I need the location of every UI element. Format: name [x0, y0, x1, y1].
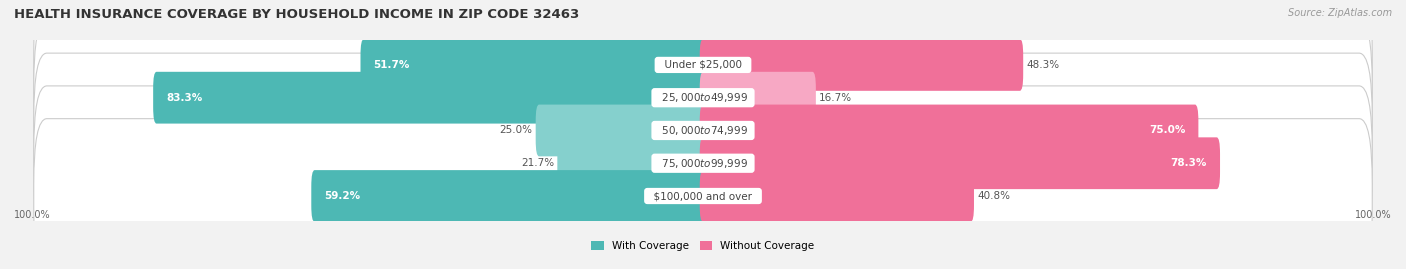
FancyBboxPatch shape [557, 137, 706, 189]
Text: 48.3%: 48.3% [1026, 60, 1060, 70]
Text: 100.0%: 100.0% [1355, 210, 1392, 220]
Text: 83.3%: 83.3% [166, 93, 202, 103]
Text: $75,000 to $99,999: $75,000 to $99,999 [655, 157, 751, 170]
FancyBboxPatch shape [34, 53, 1372, 208]
FancyBboxPatch shape [34, 20, 1372, 175]
FancyBboxPatch shape [34, 0, 1372, 142]
Text: $50,000 to $74,999: $50,000 to $74,999 [655, 124, 751, 137]
FancyBboxPatch shape [311, 170, 706, 222]
Text: 51.7%: 51.7% [374, 60, 411, 70]
Text: $25,000 to $49,999: $25,000 to $49,999 [655, 91, 751, 104]
FancyBboxPatch shape [700, 105, 1198, 156]
FancyBboxPatch shape [700, 137, 1220, 189]
Text: Source: ZipAtlas.com: Source: ZipAtlas.com [1288, 8, 1392, 18]
Text: 100.0%: 100.0% [14, 210, 51, 220]
FancyBboxPatch shape [700, 72, 815, 123]
FancyBboxPatch shape [153, 72, 706, 123]
Text: 40.8%: 40.8% [977, 191, 1011, 201]
Text: Under $25,000: Under $25,000 [658, 60, 748, 70]
FancyBboxPatch shape [700, 170, 974, 222]
Text: HEALTH INSURANCE COVERAGE BY HOUSEHOLD INCOME IN ZIP CODE 32463: HEALTH INSURANCE COVERAGE BY HOUSEHOLD I… [14, 8, 579, 21]
Legend: With Coverage, Without Coverage: With Coverage, Without Coverage [588, 237, 818, 255]
FancyBboxPatch shape [34, 86, 1372, 240]
Text: 16.7%: 16.7% [820, 93, 852, 103]
Text: 21.7%: 21.7% [522, 158, 554, 168]
FancyBboxPatch shape [360, 39, 706, 91]
FancyBboxPatch shape [34, 119, 1372, 269]
Text: $100,000 and over: $100,000 and over [647, 191, 759, 201]
Text: 25.0%: 25.0% [499, 125, 533, 136]
Text: 59.2%: 59.2% [325, 191, 360, 201]
Text: 75.0%: 75.0% [1149, 125, 1185, 136]
Text: 78.3%: 78.3% [1171, 158, 1206, 168]
FancyBboxPatch shape [700, 39, 1024, 91]
FancyBboxPatch shape [536, 105, 706, 156]
